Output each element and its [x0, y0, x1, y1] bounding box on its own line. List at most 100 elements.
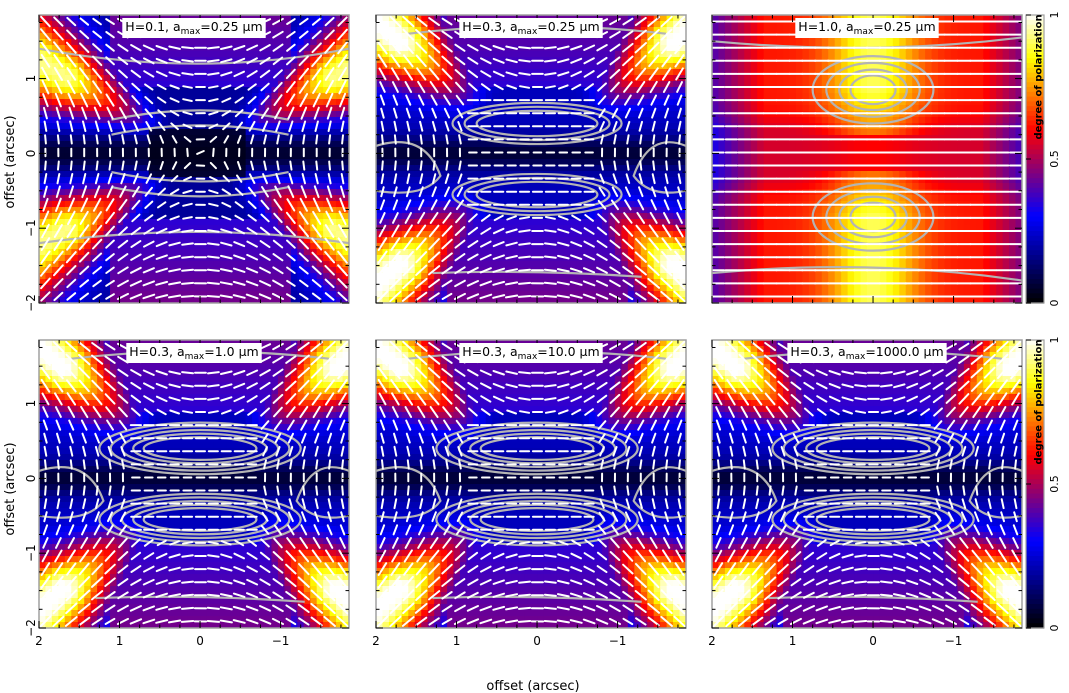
polarization-vector — [53, 237, 64, 251]
heatmap-cell — [219, 129, 227, 136]
heatmap-cell — [388, 87, 396, 94]
heatmap-cell — [303, 195, 311, 202]
heatmap-cell — [440, 267, 448, 274]
heatmap-cell — [550, 243, 558, 250]
heatmap-cell — [556, 129, 564, 136]
heatmap-cell — [206, 231, 214, 238]
heatmap-cell — [602, 123, 610, 130]
heatmap-cell — [556, 111, 564, 118]
heatmap-cell — [232, 171, 240, 178]
heatmap-cell — [388, 207, 396, 214]
heatmap-cell — [653, 201, 661, 208]
heatmap-cell — [440, 237, 448, 244]
heatmap-cell — [329, 129, 337, 136]
heatmap-cell — [252, 75, 260, 82]
heatmap-cell — [213, 69, 221, 76]
heatmap-cell — [84, 219, 92, 226]
heatmap-cell — [51, 117, 59, 124]
heatmap-cell — [453, 63, 461, 70]
heatmap-cell — [550, 165, 558, 172]
heatmap-cell — [602, 279, 610, 286]
polarization-vector — [55, 185, 61, 198]
heatmap-cell — [427, 237, 435, 244]
heatmap-cell — [206, 225, 214, 232]
heatmap-cell — [116, 261, 124, 268]
heatmap-cell — [39, 87, 47, 94]
heatmap-cell — [427, 255, 435, 262]
heatmap-cell — [505, 129, 513, 136]
heatmap-cell — [219, 273, 227, 280]
heatmap-cell — [90, 21, 98, 28]
heatmap-cell — [342, 93, 349, 100]
heatmap-cell — [414, 147, 422, 154]
heatmap-cell — [505, 147, 513, 154]
heatmap-cell — [77, 33, 85, 40]
heatmap-cell — [71, 267, 79, 274]
heatmap-cell — [71, 57, 79, 64]
heatmap-cell — [647, 111, 655, 118]
heatmap-cell — [621, 135, 629, 142]
heatmap-cell — [58, 15, 66, 22]
heatmap-cell — [252, 51, 260, 58]
heatmap-cell — [543, 237, 551, 244]
heatmap-cell — [239, 87, 247, 94]
heatmap-cell — [595, 237, 603, 244]
heatmap-cell — [39, 237, 47, 244]
heatmap-cell — [421, 141, 429, 148]
heatmap-cell — [388, 75, 396, 82]
polarization-vector — [250, 160, 255, 171]
heatmap-cell — [543, 285, 551, 292]
heatmap-cell — [168, 81, 176, 88]
heatmap-cell — [453, 213, 461, 220]
polarization-vector — [69, 160, 73, 171]
heatmap-cell — [653, 129, 661, 136]
heatmap-cell — [621, 177, 629, 184]
heatmap-cell — [271, 27, 279, 34]
heatmap-cell — [614, 297, 623, 303]
heatmap-cell — [290, 99, 298, 106]
polarization-vector — [339, 197, 346, 212]
heatmap-cell — [382, 15, 390, 22]
heatmap-cell — [524, 297, 532, 303]
heatmap-cell — [77, 177, 85, 184]
heatmap-cell — [550, 129, 558, 136]
heatmap-cell — [103, 111, 111, 118]
heatmap-cell — [258, 237, 266, 244]
heatmap-cell — [569, 261, 577, 268]
heatmap-cell — [621, 63, 629, 70]
polarization-vector — [131, 107, 140, 119]
heatmap-cell — [511, 63, 519, 70]
heatmap-cell — [271, 93, 279, 100]
heatmap-cell — [181, 51, 189, 58]
polarization-vector — [168, 281, 182, 286]
heatmap-cell — [388, 153, 396, 160]
heatmap-cell — [303, 39, 311, 46]
heatmap-cell — [569, 183, 577, 190]
heatmap-cell — [122, 111, 131, 118]
heatmap-cell — [97, 129, 105, 136]
heatmap-cell — [226, 183, 234, 190]
heatmap-cell — [621, 129, 629, 136]
heatmap-cell — [213, 273, 221, 280]
polarization-vector — [286, 30, 296, 39]
polarization-vector — [121, 134, 125, 145]
heatmap-cell — [524, 135, 532, 142]
heatmap-cell — [97, 189, 105, 196]
heatmap-cell — [290, 159, 298, 166]
heatmap-cell — [342, 237, 349, 244]
heatmap-cell — [239, 279, 247, 286]
heatmap-cell — [187, 231, 195, 238]
heatmap-cell — [492, 195, 500, 202]
heatmap-cell — [395, 147, 403, 154]
heatmap-cell — [466, 105, 474, 112]
heatmap-cell — [582, 297, 590, 303]
heatmap-cell — [265, 21, 273, 28]
heatmap-cell — [498, 81, 506, 88]
heatmap-cell — [51, 39, 59, 46]
heatmap-cell — [90, 189, 98, 196]
heatmap-cell — [634, 285, 642, 292]
heatmap-cell — [505, 99, 513, 106]
heatmap-cell — [77, 63, 85, 70]
heatmap-cell — [479, 237, 487, 244]
heatmap-cell — [168, 225, 176, 232]
